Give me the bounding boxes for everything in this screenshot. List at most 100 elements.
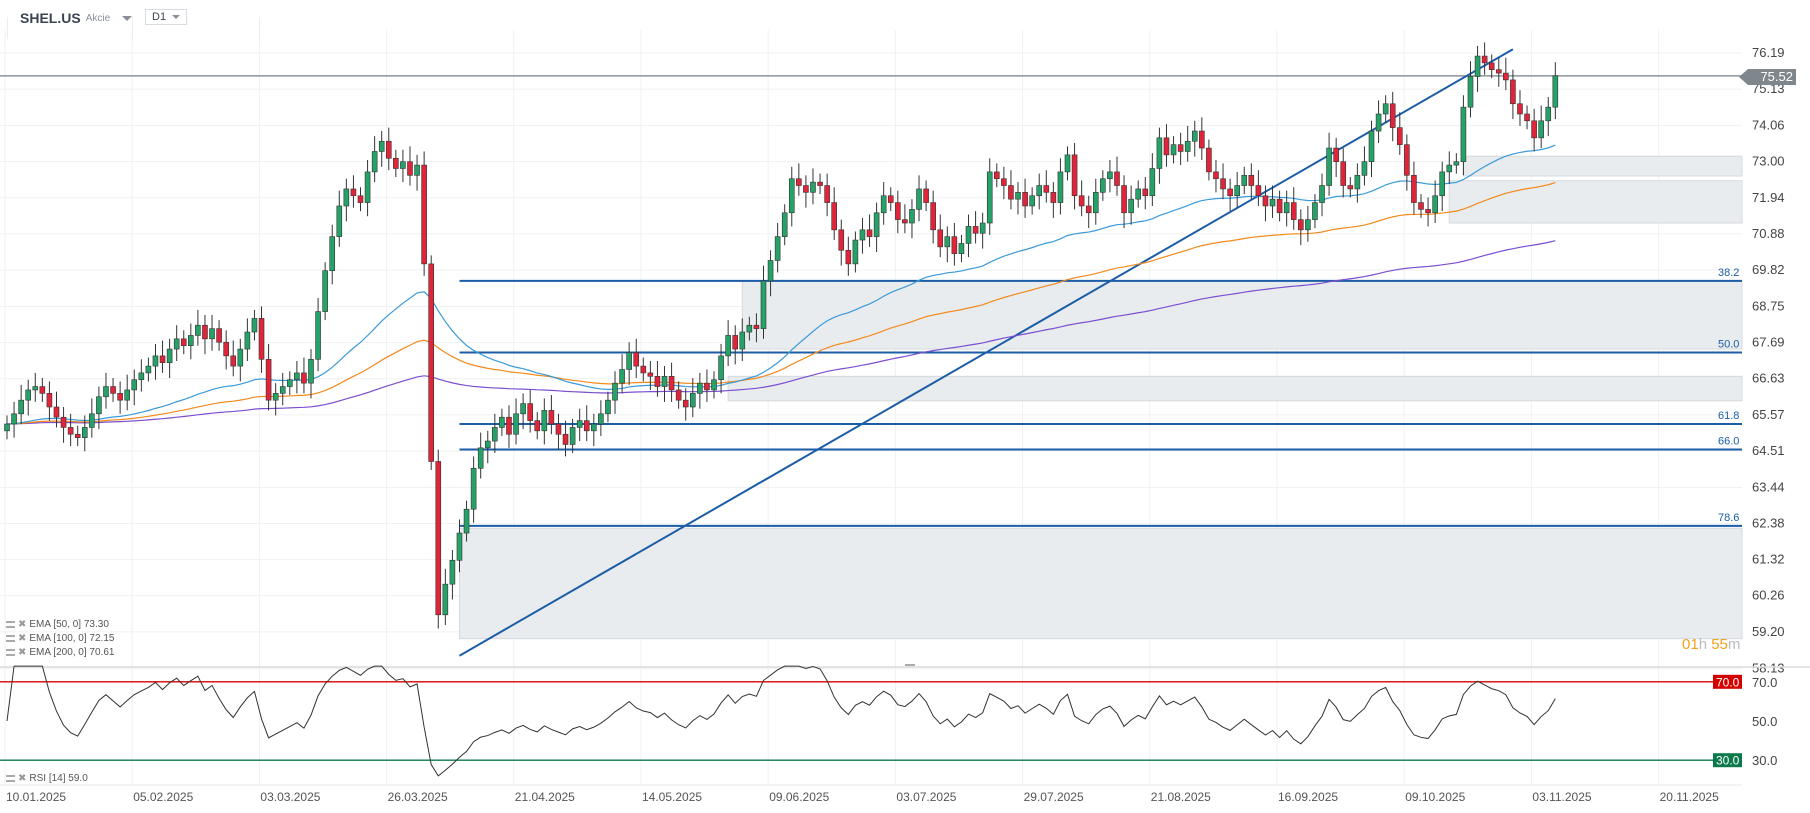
- candle-body-up: [1375, 113, 1382, 132]
- settings-icon[interactable]: [6, 649, 15, 656]
- candle: [117, 381, 123, 414]
- candle: [1354, 163, 1361, 203]
- candle: [470, 456, 477, 523]
- price-zone: [1462, 155, 1743, 177]
- candle: [718, 343, 724, 394]
- candle: [131, 369, 138, 406]
- candle-body-up: [1552, 75, 1559, 108]
- candle: [1404, 134, 1410, 191]
- x-tick-label: 10.01.2025: [6, 790, 66, 804]
- settings-icon[interactable]: [6, 621, 15, 628]
- candle-body-down: [180, 338, 187, 346]
- candle-body-down: [301, 372, 307, 384]
- candle: [979, 212, 986, 249]
- candle: [1481, 42, 1488, 75]
- candle-body-up: [1538, 120, 1544, 139]
- close-icon[interactable]: ✖: [18, 619, 27, 630]
- y-tick-label: 63.44: [1752, 479, 1785, 494]
- close-icon[interactable]: ✖: [18, 633, 27, 644]
- candle-body-up: [1156, 137, 1163, 169]
- candle: [1206, 139, 1212, 181]
- candle-body-up: [463, 508, 470, 534]
- candle-body-up: [18, 399, 24, 415]
- candle-body-down: [1255, 185, 1262, 197]
- candle: [1199, 117, 1205, 160]
- candle-body-down: [895, 202, 901, 220]
- candle: [1248, 163, 1255, 200]
- y-tick-label: 71.94: [1752, 190, 1785, 205]
- x-tick-label: 03.03.2025: [260, 790, 320, 804]
- divider: [132, 17, 133, 39]
- candle-body-up: [279, 386, 286, 394]
- candle-body-up: [598, 413, 604, 425]
- candle: [1142, 177, 1149, 210]
- y-tick-label: 74.06: [1752, 118, 1785, 133]
- candle-body-up: [1326, 147, 1332, 186]
- close-icon[interactable]: ✖: [18, 773, 27, 784]
- candle-body-down: [230, 355, 237, 367]
- candle-body-down: [887, 195, 894, 203]
- y-tick-label: 65.57: [1752, 407, 1785, 422]
- candle: [845, 236, 852, 276]
- candle-body-up: [605, 399, 611, 415]
- candle: [902, 204, 908, 234]
- timeframe-dropdown[interactable]: D1: [145, 9, 187, 25]
- candle: [414, 154, 420, 191]
- candle: [774, 223, 781, 273]
- legend-ema100: ✖ EMA [100, 0] 72.15: [6, 633, 114, 644]
- candle-body-down: [1495, 69, 1502, 74]
- candle: [18, 384, 24, 425]
- candle-body-down: [1043, 185, 1050, 193]
- current-price-tag: 75.52: [1739, 69, 1796, 85]
- candle: [407, 146, 413, 186]
- candle-body-up: [1361, 161, 1368, 176]
- candle-body-down: [640, 365, 647, 374]
- candle-body-down: [1085, 205, 1092, 214]
- candle: [46, 381, 53, 421]
- candle: [60, 406, 67, 443]
- ema200-line: [6, 240, 1556, 425]
- candle: [1552, 62, 1559, 120]
- candle: [972, 211, 979, 244]
- candle-body-down: [110, 386, 116, 394]
- candle-body-up: [166, 348, 173, 363]
- candle: [188, 323, 194, 360]
- candle: [145, 357, 152, 382]
- y-tick-label: 67.69: [1752, 335, 1785, 350]
- candle-body-up: [364, 171, 371, 203]
- price-zone: [741, 280, 1743, 350]
- symbol-selector[interactable]: SHEL.US Akcie: [20, 9, 133, 27]
- price-zone: [1448, 180, 1743, 224]
- candle: [32, 372, 39, 402]
- candle: [1538, 105, 1544, 149]
- candle-body-down: [1121, 185, 1127, 214]
- candle: [796, 163, 802, 196]
- x-tick-label: 16.09.2025: [1278, 790, 1338, 804]
- candle-body-down: [562, 433, 569, 445]
- candle-body-down: [534, 420, 541, 432]
- candle: [244, 318, 251, 361]
- close-icon[interactable]: ✖: [18, 647, 27, 658]
- candle-body-up: [760, 280, 767, 329]
- candle: [1290, 187, 1297, 230]
- candle-body-up: [336, 205, 343, 237]
- candle: [909, 199, 915, 239]
- candle-body-down: [1078, 195, 1085, 207]
- y-tick-label: 62.38: [1752, 516, 1785, 531]
- chevron-down-icon[interactable]: [122, 15, 133, 21]
- candle: [152, 343, 159, 380]
- candle-body-up: [145, 365, 152, 374]
- candle-body-up: [1432, 195, 1438, 214]
- candle: [520, 393, 526, 430]
- settings-icon[interactable]: [6, 635, 15, 642]
- candle-body-down: [421, 164, 427, 265]
- candle: [689, 378, 696, 418]
- candle-body-up: [1241, 175, 1248, 186]
- rsi-tick-label: 70.0: [1752, 675, 1777, 690]
- candle: [428, 255, 435, 471]
- y-tick-label: 66.63: [1752, 371, 1785, 386]
- panel-resize-handle[interactable]: [905, 664, 915, 666]
- settings-icon[interactable]: [6, 775, 15, 782]
- candle-body-down: [1389, 103, 1396, 128]
